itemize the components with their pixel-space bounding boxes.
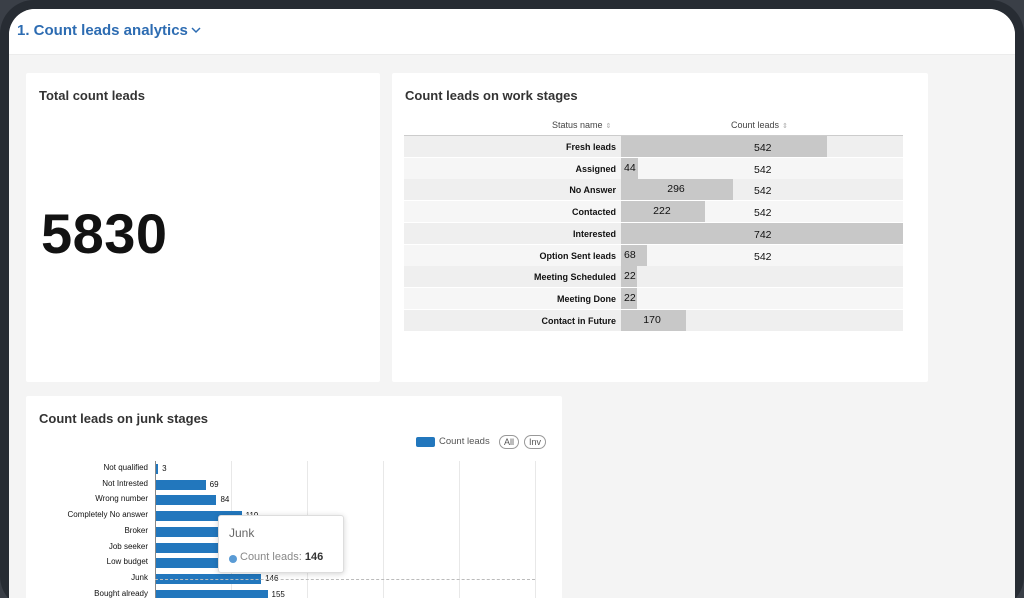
count-bar: [621, 266, 637, 288]
tooltip-title: Junk: [229, 526, 255, 540]
header-divider: [404, 135, 903, 136]
bar-value-label: 155: [271, 589, 285, 598]
table-row: [404, 157, 903, 179]
count-value: 68: [624, 248, 636, 261]
bar[interactable]: [156, 511, 242, 522]
section-title: 1. Count leads analytics: [17, 22, 188, 39]
card-title: Count leads on junk stages: [39, 411, 209, 426]
dashboard-screen: 1. Count leads analytics Total count lea…: [9, 9, 1015, 598]
bar[interactable]: [156, 479, 206, 490]
chevron-down-icon[interactable]: [189, 23, 203, 37]
column-header-count[interactable]: Count leads ⇕: [731, 120, 788, 130]
count-bar: [621, 222, 903, 244]
category-label: Wrong number: [95, 494, 148, 504]
count-bar: [621, 244, 647, 266]
row-divider: [404, 330, 903, 332]
count-bar: [621, 309, 686, 331]
row-divider: [404, 178, 903, 180]
row-divider: [404, 243, 903, 245]
section-header[interactable]: 1. Count leads analytics: [9, 9, 1015, 55]
tooltip: Junk Count leads: 146: [218, 515, 344, 573]
category-label: Broker: [124, 525, 148, 535]
bar[interactable]: [156, 464, 159, 474]
row-label: Assigned: [575, 163, 616, 174]
row-divider: [404, 200, 903, 202]
category-label: Bought already: [94, 588, 148, 598]
count-value: 542: [754, 163, 772, 176]
legend-swatch[interactable]: [416, 437, 435, 447]
hover-guide-line: [155, 578, 535, 580]
bar-value-label: 69: [209, 479, 219, 489]
bar[interactable]: [156, 526, 234, 537]
card-title: Count leads on work stages: [405, 88, 578, 103]
count-value: 542: [754, 142, 772, 154]
row-label: Interested: [572, 228, 616, 239]
work-stages-card: Count leads on work stages Status name ⇕ C…: [392, 73, 928, 382]
row-divider: [404, 222, 903, 224]
grid-line: [459, 461, 460, 598]
row-label: Contact in Future: [541, 315, 617, 326]
column-header-status[interactable]: Status name ⇕: [552, 120, 612, 130]
row-divider: [404, 308, 903, 310]
count-value: 542: [754, 185, 772, 198]
legend-label[interactable]: Count leads: [439, 436, 490, 447]
tooltip-row: Count leads: 146: [240, 551, 324, 563]
count-value: 542: [754, 250, 772, 263]
count-value: 22: [624, 291, 636, 304]
row-divider: [404, 287, 903, 289]
row-label: Fresh leads: [565, 142, 616, 152]
row-label: Meeting Scheduled: [533, 272, 616, 283]
count-bar: [621, 201, 706, 223]
category-label: Not Intrested: [102, 478, 148, 488]
count-value: 542: [754, 207, 772, 220]
total-count-value: 5830: [41, 202, 168, 265]
bar[interactable]: [156, 558, 246, 569]
table-row: [404, 244, 903, 266]
sort-icon[interactable]: ⇕: [782, 123, 788, 130]
sort-icon[interactable]: ⇕: [605, 123, 612, 130]
card-title: Total count leads: [39, 88, 145, 103]
count-value: 222: [653, 205, 671, 218]
row-label: Contacted: [571, 207, 616, 218]
bar-value-label: 84: [220, 495, 230, 505]
count-bar: [621, 287, 637, 309]
category-label: Completely No answer: [67, 510, 148, 520]
bar-value-label: 146: [265, 573, 279, 583]
legend-inv-button[interactable]: Inv: [524, 435, 547, 449]
series-dot-icon: [229, 555, 237, 563]
bar[interactable]: [156, 589, 268, 598]
category-label: Low budget: [106, 557, 148, 567]
count-bar: [621, 157, 638, 179]
row-label: Option Sent leads: [539, 250, 616, 261]
legend-all-button[interactable]: All: [499, 435, 520, 449]
count-bar: [621, 179, 734, 201]
row-divider: [404, 157, 903, 158]
category-label: Not qualified: [103, 463, 148, 472]
count-value: 170: [643, 313, 661, 326]
category-label: Job seeker: [108, 541, 148, 551]
category-label: Junk: [131, 572, 148, 582]
table-row: [404, 287, 903, 309]
row-divider: [404, 265, 903, 267]
grid-line: [383, 461, 384, 598]
bar[interactable]: [156, 542, 256, 553]
row-label: Meeting Done: [556, 293, 616, 304]
y-axis-line: [155, 461, 156, 598]
count-value: 22: [624, 270, 636, 283]
grid-line: [535, 461, 536, 598]
count-value: 742: [754, 228, 772, 241]
count-value: 44: [624, 161, 636, 174]
row-label: No Answer: [569, 185, 616, 196]
count-bar: [621, 136, 827, 157]
bar-value-label: 3: [162, 464, 167, 473]
bar[interactable]: [156, 495, 217, 506]
count-value: 296: [667, 183, 685, 196]
tooltip-value: 146: [304, 551, 324, 563]
table-row: [404, 266, 903, 288]
total-count-card: Total count leads 5830: [26, 73, 380, 382]
